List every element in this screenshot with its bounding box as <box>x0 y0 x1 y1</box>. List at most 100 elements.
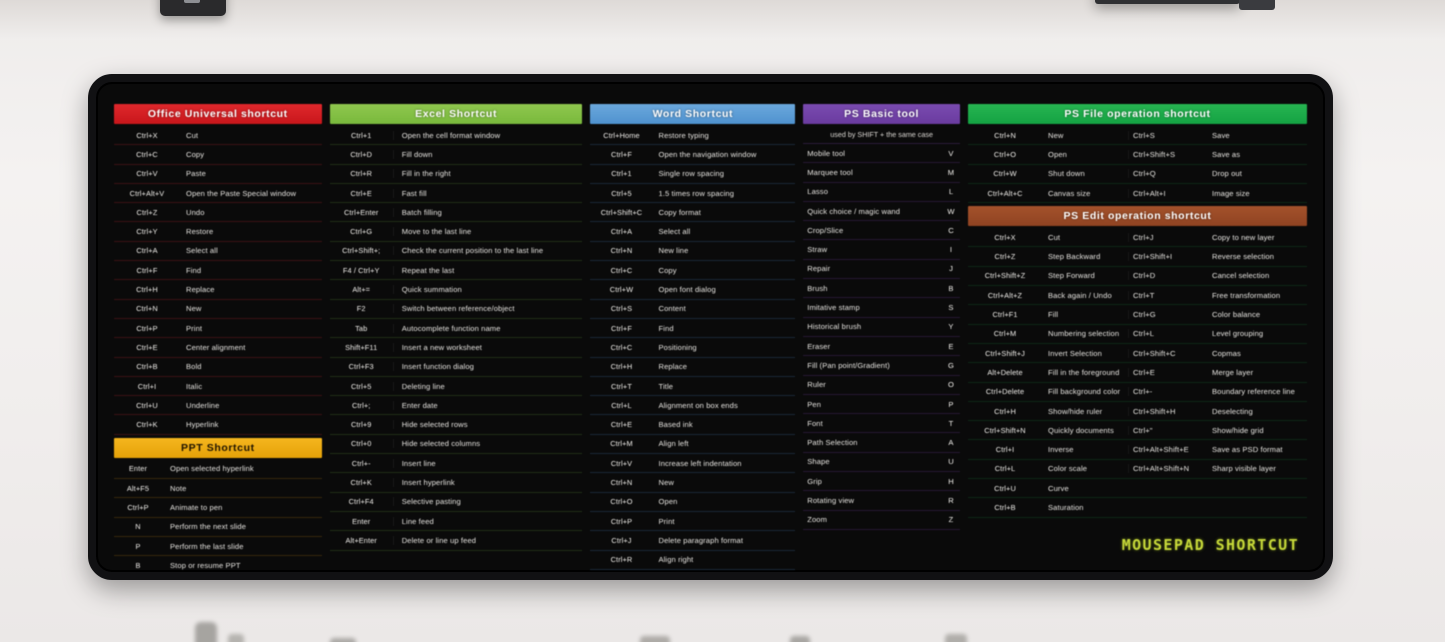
shortcut-desc-secondary: Sharp visible layer <box>1212 464 1276 474</box>
shortcut-row: Ctrl+N New Ctrl+S Save <box>968 126 1308 146</box>
shortcut-row: Ctrl+R Align right <box>590 551 796 570</box>
shortcut-row: Ctrl+K Insert hyperlink <box>329 473 583 493</box>
tool-name: Lasso <box>807 187 829 197</box>
shortcut-key: Ctrl+M <box>993 329 1017 339</box>
shortcut-row: Ctrl+S Save <box>590 570 795 572</box>
shortcut-key-secondary: Ctrl+Shift+I <box>1128 252 1206 262</box>
shortcut-row: Alt+F5 Note <box>114 479 322 499</box>
tool-key: C <box>948 225 954 235</box>
shortcut-key: Ctrl+C <box>610 342 633 352</box>
tool-name: Ruler <box>807 380 826 390</box>
shortcut-key-secondary: Ctrl+Shift+H <box>1128 406 1206 416</box>
shortcut-desc: Alignment on box ends <box>658 400 738 410</box>
shortcut-row: Grip H <box>803 472 961 492</box>
shortcut-row: Ctrl+1 Single row spacing <box>590 165 796 184</box>
shortcut-row: Crop/Slice C <box>803 221 961 241</box>
shortcut-key: Ctrl+U <box>136 400 158 410</box>
shortcut-row: Ctrl+Delete Fill background color Ctrl+- Bo… <box>968 383 1308 402</box>
section-title-office: Office Universal shortcut <box>114 104 322 124</box>
shortcut-row: Ctrl+5 1.5 times row spacing <box>590 184 796 204</box>
shortcut-row: Path Selection A <box>803 433 961 453</box>
shortcut-key: Ctrl+F4 <box>330 497 394 507</box>
shortcut-desc-secondary: Boundary reference line <box>1212 387 1295 397</box>
shortcut-desc: 1.5 times row spacing <box>658 188 735 198</box>
shortcut-row: Ctrl+M Align left <box>590 435 796 455</box>
shortcut-desc: Open the Paste Special window <box>186 188 297 198</box>
desk-object-top-right <box>1095 0 1240 4</box>
tool-name: Font <box>807 418 823 428</box>
section-rows-ps-edit: Ctrl+X Cut Ctrl+J Copy to new layer Ctrl+Z St… <box>968 228 1308 518</box>
shortcut-row: Ctrl+C Copy <box>114 145 322 165</box>
shortcut-desc: Select all <box>186 246 218 256</box>
shortcut-key: Ctrl+F <box>611 149 632 159</box>
shortcut-key: Ctrl+W <box>993 169 1017 179</box>
shortcut-desc: Select all <box>658 227 691 237</box>
shortcut-key: Ctrl+H <box>136 285 158 295</box>
shortcut-row: Ctrl+5 Deleting line <box>329 377 583 397</box>
shortcut-row: Ctrl+N New line <box>590 242 796 262</box>
shortcut-row: Ctrl+Shift+; Check the current position t… <box>329 242 583 262</box>
shortcut-desc: Color scale <box>1048 464 1088 474</box>
shortcut-key: Ctrl+L <box>611 400 632 410</box>
section-title-ps-basic: PS Basic tool <box>803 104 961 124</box>
shortcut-row: Straw I <box>803 240 961 260</box>
shortcut-row: Pen P <box>803 395 961 415</box>
shortcut-desc-secondary: Color balance <box>1212 310 1261 320</box>
shortcut-desc: Align right <box>658 555 694 565</box>
tool-key: H <box>948 476 954 486</box>
shortcut-row: Ctrl+U Underline <box>114 396 322 416</box>
shortcut-row: Ctrl+Shift+Z Step Forward Ctrl+D Cancel sel… <box>968 267 1308 287</box>
shortcut-key: Ctrl+Alt+C <box>987 188 1023 198</box>
shortcut-row: Ctrl+A Select all <box>590 222 796 242</box>
shortcut-row: Ctrl+F3 Insert function dialog <box>329 358 583 377</box>
shortcut-desc: Open font dialog <box>658 285 716 295</box>
shortcut-key: Ctrl+A <box>136 246 158 256</box>
tool-key: O <box>948 380 955 390</box>
shortcut-key: Ctrl+Enter <box>330 207 394 217</box>
shortcut-key: Alt+= <box>330 285 394 295</box>
shortcut-key: Ctrl+F <box>136 265 158 275</box>
shortcut-key: Ctrl+F <box>611 323 632 333</box>
tool-name: Imitative stamp <box>807 303 860 313</box>
shortcut-row: Ctrl+P Animate to pen <box>114 498 322 518</box>
shortcut-key: Ctrl+Shift+N <box>984 425 1026 435</box>
shortcut-row: Ctrl+; Enter date <box>329 396 583 416</box>
shortcut-desc: Find <box>186 265 202 275</box>
shortcut-desc: Open the navigation window <box>658 149 757 159</box>
shortcut-key: Ctrl+9 <box>330 420 394 430</box>
shortcut-row: Ctrl+N New <box>590 473 796 493</box>
shortcut-desc: Print <box>658 516 675 526</box>
shortcut-key: Ctrl+J <box>611 535 632 545</box>
shortcut-row: Ctrl+J Delete paragraph format <box>590 531 796 551</box>
shortcut-row: Alt+= Quick summation <box>329 280 583 300</box>
shortcut-desc: Restore <box>186 227 214 237</box>
shortcut-row: Ctrl+L Alignment on box ends <box>590 396 796 416</box>
shortcut-desc: Hide selected rows <box>401 420 468 430</box>
shortcut-key: Ctrl+E <box>610 420 633 430</box>
shortcut-desc: Based ink <box>658 420 693 430</box>
tool-key: Z <box>948 515 954 525</box>
desk-object-bottom-3 <box>330 638 356 642</box>
tool-name: Grip <box>807 476 822 486</box>
shortcut-row: Ctrl+C Positioning <box>590 338 796 358</box>
shortcut-desc: Quick summation <box>401 285 462 295</box>
shortcut-desc: Align left <box>658 439 689 449</box>
shortcut-row: N Perform the next slide <box>114 518 322 537</box>
tool-name: Rotating view <box>807 495 855 505</box>
section-rows-ps-basic: Mobile tool V Marquee tool M Lasso L Quick cho… <box>803 144 961 530</box>
tool-key: L <box>948 187 954 197</box>
section-rows-office: Ctrl+X Cut Ctrl+C Copy Ctrl+V Paste Ctrl+Alt+V… <box>114 126 322 435</box>
tool-key: B <box>948 283 954 293</box>
shortcut-row: Ctrl+F4 Selective pasting <box>329 493 583 512</box>
shortcut-key: Ctrl+Home <box>603 130 640 140</box>
tool-key: G <box>948 360 955 370</box>
shortcut-row: Imitative stamp S <box>803 298 961 318</box>
shortcut-row: Historical brush Y <box>803 318 961 337</box>
shortcut-desc: Animate to pen <box>170 502 223 512</box>
shortcut-desc: Open <box>658 497 678 507</box>
tool-name: Historical brush <box>807 322 862 332</box>
tool-name: Crop/Slice <box>807 225 844 235</box>
shortcut-key-secondary: Ctrl+Alt+Shift+E <box>1128 445 1206 455</box>
shortcut-desc: Open <box>1048 149 1067 159</box>
